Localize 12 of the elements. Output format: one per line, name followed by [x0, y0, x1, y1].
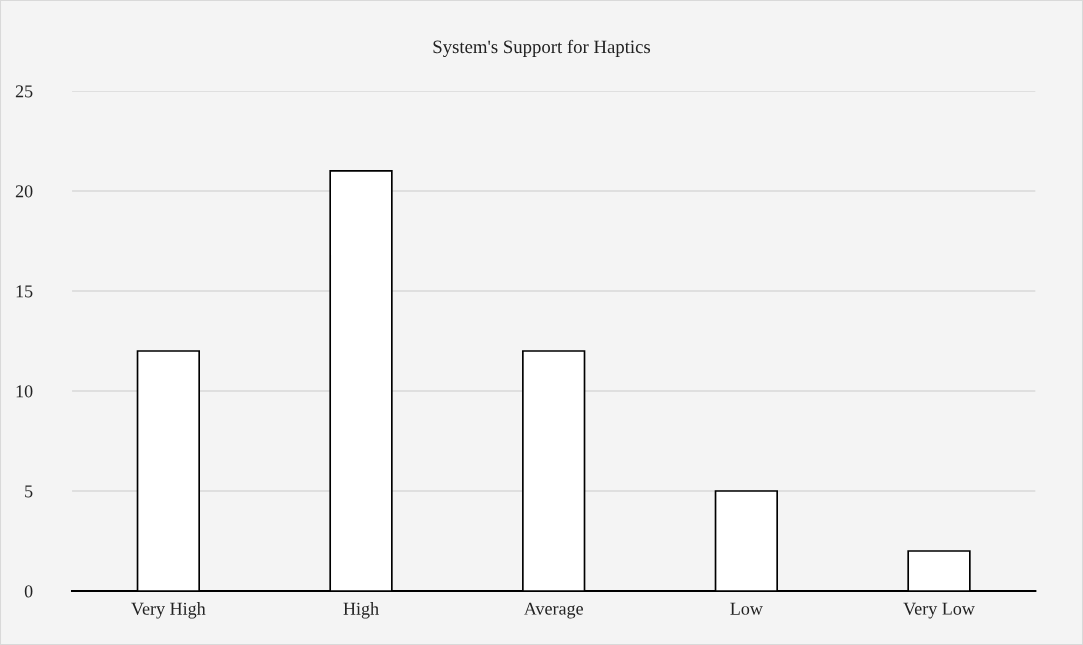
- y-tick-label: 10: [16, 385, 33, 398]
- x-tick-label: Low: [730, 602, 763, 615]
- chart-title: System's Support for Haptics: [433, 39, 651, 57]
- x-tick-label: High: [343, 602, 379, 619]
- x-tick-label: Very High: [131, 602, 206, 619]
- y-tick-label: 20: [15, 185, 33, 198]
- y-tick-label: 15: [16, 285, 33, 298]
- y-tick-label: 0: [24, 585, 33, 598]
- x-tick-label: Very Low: [903, 602, 975, 619]
- x-tick-label: Average: [523, 602, 583, 619]
- y-tick-label: 25: [15, 85, 33, 98]
- y-tick-label: 5: [25, 485, 33, 498]
